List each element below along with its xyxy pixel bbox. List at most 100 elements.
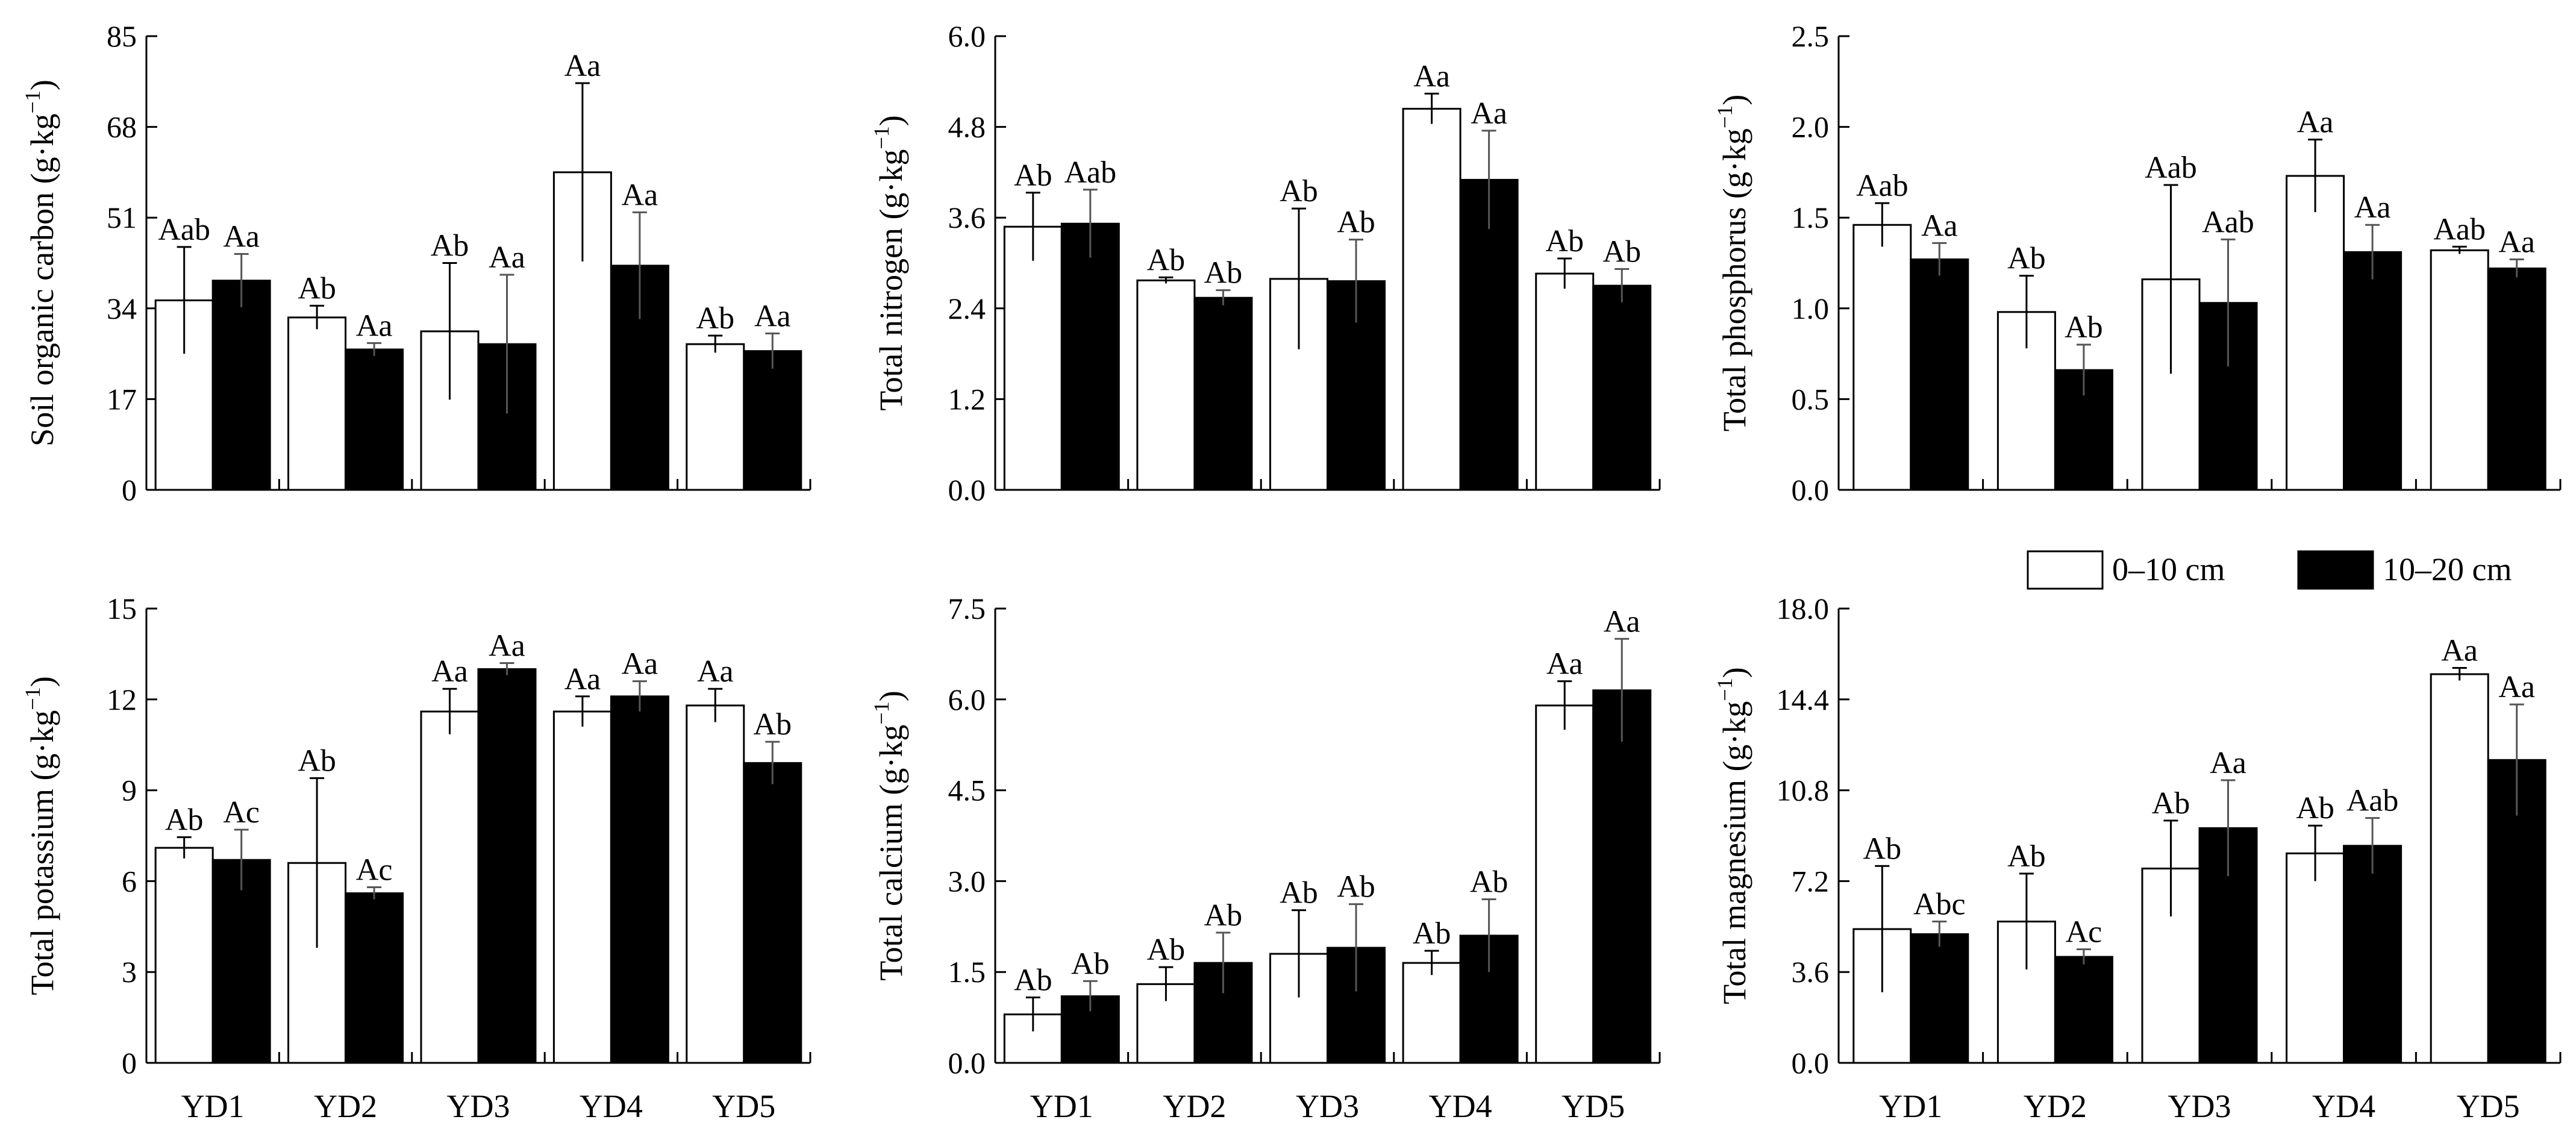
y-axis-title-main: Total magnesium (g·kg	[1716, 701, 1752, 1004]
panel-tn: 0.0 1.2 2.4 3.6 4.8 6.0 Total nitrogen (g·kg−1…	[869, 19, 1661, 507]
bar-0-10cm-yd4	[552, 710, 612, 1064]
significance-label: Ab	[1014, 158, 1052, 193]
x-category-label: YD2	[314, 1088, 377, 1124]
significance-label: Ac	[2066, 915, 2102, 950]
bar-0-10cm-yd5	[686, 704, 745, 1064]
y-axis-title-superscript: −1	[20, 90, 45, 113]
bar-10-20cm-yd4	[2343, 251, 2402, 491]
x-category-label: YD4	[580, 1088, 643, 1124]
y-tick-label: 4.5	[948, 774, 986, 807]
y-tick-label: 1.2	[948, 382, 986, 416]
bar-10-20cm-yd1	[1060, 222, 1120, 491]
bar-0-10cm-yd5	[1535, 272, 1595, 491]
y-tick-label: 1.5	[1792, 201, 1830, 234]
significance-label: Aab	[2433, 212, 2486, 246]
significance-label: Ab	[2007, 242, 2046, 276]
significance-label: Aab	[2145, 151, 2197, 185]
x-category-label: YD5	[1562, 1088, 1625, 1124]
y-tick-label: 2.4	[948, 292, 986, 325]
significance-label: Ab	[1413, 916, 1451, 951]
y-tick-label: 0.5	[1792, 382, 1830, 416]
significance-label: Aa	[1413, 59, 1450, 93]
significance-label: Aa	[2498, 225, 2535, 259]
x-category-label: YD5	[712, 1088, 775, 1124]
y-tick-label: 4.8	[948, 110, 986, 144]
x-category-label: YD3	[1296, 1088, 1359, 1124]
bar-10-20cm-yd2	[345, 348, 404, 491]
y-tick-label: 85	[107, 19, 137, 53]
y-axis-title: Soil organic carbon (g·kg−1)	[20, 80, 60, 446]
y-tick-label: 7.2	[1792, 864, 1830, 898]
y-tick-label: 6	[122, 864, 137, 898]
significance-label: Ab	[1147, 933, 1186, 967]
significance-label: Aab	[1064, 155, 1116, 190]
bar-0-10cm-yd2	[287, 316, 347, 491]
bar-10-20cm-yd3	[477, 668, 537, 1064]
significance-label: Ab	[2007, 839, 2046, 874]
legend-swatch-0-10cm	[2027, 550, 2104, 590]
x-category-label: YD4	[1429, 1088, 1492, 1124]
bar-0-10cm-yd1	[1852, 224, 1912, 491]
significance-label: Ab	[431, 229, 469, 263]
bar-0-10cm-yd1	[1003, 225, 1063, 491]
significance-label: Aab	[2346, 784, 2399, 818]
significance-label: Aa	[2498, 670, 2535, 704]
x-category-label: YD2	[1163, 1088, 1226, 1124]
y-tick-label: 6.0	[948, 683, 986, 716]
y-axis-title-main: Soil organic carbon (g·kg	[24, 113, 60, 446]
y-axis-title: Total calcium (g·kg−1)	[869, 690, 909, 980]
significance-label: Ab	[165, 803, 204, 838]
significance-label: Aa	[1604, 604, 1640, 639]
y-tick-label: 2.5	[1792, 19, 1830, 53]
y-tick-label: 6.0	[948, 19, 986, 53]
y-tick-label: 0.0	[1792, 1046, 1830, 1080]
y-axis-title-main: Total potassium (g·kg	[24, 710, 60, 995]
bar-10-20cm-yd5	[1592, 284, 1652, 491]
y-tick-label: 12	[107, 683, 137, 716]
significance-label: Ab	[1337, 870, 1375, 904]
bar-0-10cm-yd5	[2430, 249, 2489, 491]
x-category-label: YD3	[447, 1088, 510, 1124]
x-category-label: YD1	[1879, 1088, 1942, 1124]
significance-label: Ab	[1147, 243, 1186, 277]
y-axis-title-superscript: −1	[869, 126, 893, 149]
y-tick-label: 1.0	[1792, 292, 1830, 325]
y-axis-title: Total phosphorus (g·kg−1)	[1713, 95, 1752, 431]
significance-label: Aa	[697, 654, 734, 689]
bar-0-10cm-yd4	[1402, 107, 1462, 491]
bar-10-20cm-yd1	[1910, 258, 1969, 491]
significance-label: Ab	[298, 744, 336, 778]
bar-10-20cm-yd4	[2343, 845, 2402, 1064]
significance-label: Abc	[1913, 887, 1966, 921]
bar-0-10cm-yd2	[1136, 279, 1196, 491]
significance-label: Ab	[1204, 898, 1243, 933]
y-axis-title-close: )	[873, 690, 909, 701]
significance-label: Aab	[158, 213, 210, 247]
bar-10-20cm-yd5	[743, 350, 802, 491]
y-tick-label: 3	[122, 955, 137, 989]
significance-label: Aa	[2297, 105, 2334, 140]
x-category-label: YD1	[1030, 1088, 1093, 1124]
y-tick-label: 3.6	[1792, 955, 1830, 989]
significance-label: Ab	[754, 707, 792, 742]
y-tick-label: 15	[107, 592, 137, 625]
significance-label: Aa	[2441, 633, 2478, 668]
bar-10-20cm-yd4	[610, 695, 669, 1064]
significance-label: Ac	[356, 853, 393, 887]
significance-label: Aa	[2210, 746, 2246, 780]
y-axis-title-close: )	[1716, 95, 1752, 105]
significance-label: Aa	[489, 240, 525, 275]
bar-0-10cm-yd5	[2430, 673, 2489, 1064]
bar-10-20cm-yd1	[211, 859, 271, 1064]
significance-label: Ab	[1545, 224, 1584, 258]
bar-0-10cm-yd1	[154, 847, 214, 1064]
x-category-label: YD2	[2024, 1088, 2087, 1124]
significance-label: Aa	[754, 299, 791, 333]
significance-label: Aab	[2202, 205, 2254, 239]
y-axis-title-close: )	[1716, 667, 1752, 678]
significance-label: Aa	[622, 647, 658, 681]
panel-tmg: 0.0 3.6 7.2 10.8 14.4 18.0 YD1 YD2 YD3 YD4 YD5 Tota…	[1713, 592, 2562, 1124]
bar-10-20cm-yd2	[345, 892, 404, 1064]
